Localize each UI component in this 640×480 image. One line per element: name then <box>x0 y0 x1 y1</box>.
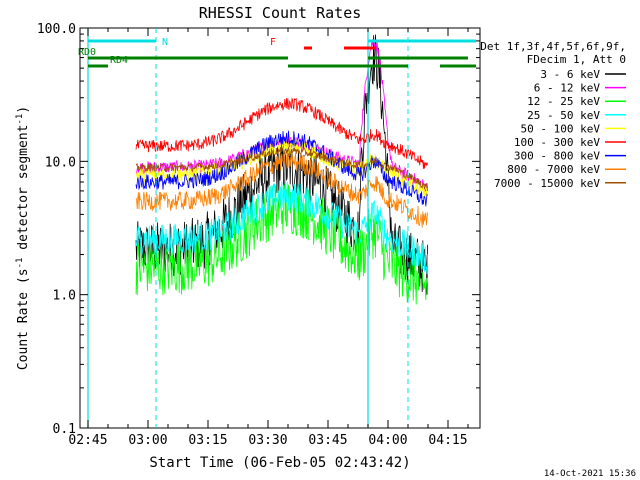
y-axis-label-main: Count Rate (s <box>16 268 31 370</box>
legend-label-8: 7000 - 15000 keV <box>494 177 600 190</box>
y-axis-label-sup: -1 <box>15 258 25 269</box>
axes-layer: 0.1 1.0 10.0 100.0 02:45 03:00 03:15 03:30 03:45… <box>37 22 480 448</box>
y-axis-label-end: ) <box>16 106 31 114</box>
y-axis-label: Count Rate (s-1 detector segment-1) <box>15 106 31 370</box>
series-layer <box>135 34 428 305</box>
x-tick-label-6: 04:15 <box>428 433 467 448</box>
series-line-8 <box>135 146 428 192</box>
x-tick-label-5: 04:00 <box>368 433 407 448</box>
series-line-1 <box>135 38 428 193</box>
legend-header-1: FDecim 1, Att 0 <box>527 53 626 66</box>
x-axis-label: Start Time (06-Feb-05 02:43:42) <box>149 455 410 471</box>
flag-label-f: F <box>270 37 276 48</box>
series-line-7 <box>135 152 428 228</box>
legend-label-1: 6 - 12 keV <box>534 82 601 95</box>
plot-frame <box>79 27 481 429</box>
y-tick-label-1: 1.0 <box>53 289 76 304</box>
timestamp: 14-Oct-2021 15:36 <box>544 469 636 479</box>
overlay-layer: N RD0 RD4 F <box>78 28 476 428</box>
legend-label-2: 12 - 25 keV <box>527 95 600 108</box>
series-line-5 <box>135 97 428 169</box>
y-axis-label-rest: detector segment <box>16 125 31 258</box>
x-tick-label-0: 02:45 <box>68 433 107 448</box>
series-line-2 <box>135 184 428 305</box>
legend-label-5: 100 - 300 keV <box>514 136 600 149</box>
night-marker-label: N <box>162 37 168 48</box>
y-axis-label-sup2: -1 <box>15 114 25 125</box>
legend-label-3: 25 - 50 keV <box>527 109 600 122</box>
legend-header-0: Det 1f,3f,4f,5f,6f,9f, <box>480 40 626 53</box>
x-tick-label-3: 03:30 <box>248 433 287 448</box>
legend-label-6: 300 - 800 keV <box>514 150 600 163</box>
flag-label-rd0: RD0 <box>78 47 96 58</box>
y-tick-label-2: 10.0 <box>45 155 76 170</box>
legend-label-7: 800 - 7000 keV <box>507 163 600 176</box>
legend-label-0: 3 - 6 keV <box>540 68 600 81</box>
x-tick-label-4: 03:45 <box>308 433 347 448</box>
legend: Det 1f,3f,4f,5f,6f,9f,FDecim 1, Att 0 3 -… <box>480 40 626 190</box>
y-tick-label-0: 0.1 <box>53 422 76 437</box>
x-tick-label-2: 03:15 <box>188 433 227 448</box>
flag-label-rd4: RD4 <box>110 55 128 66</box>
x-tick-label-1: 03:00 <box>128 433 167 448</box>
series-line-6 <box>135 130 428 207</box>
y-tick-label-3: 100.0 <box>37 22 76 37</box>
legend-label-4: 50 - 100 keV <box>521 122 601 135</box>
series-line-3 <box>135 181 428 275</box>
chart-title: RHESSI Count Rates <box>199 4 362 22</box>
plot-area <box>79 27 481 429</box>
